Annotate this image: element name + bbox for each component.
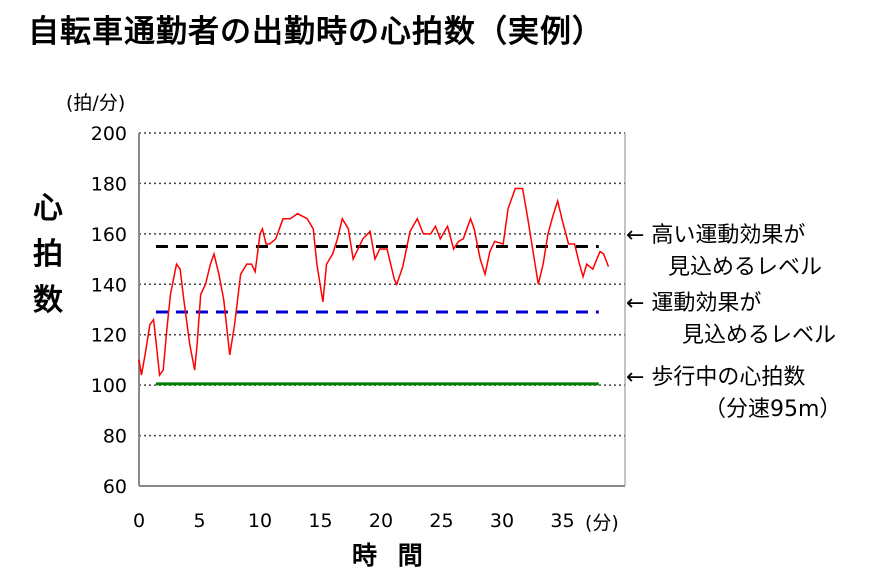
annotation-mid-line1: ← 運動効果が <box>626 291 762 316</box>
annotation-walk-line1: ← 歩行中の心拍数 <box>626 365 806 390</box>
x-tick-label: 15 <box>308 510 332 532</box>
y-unit: (拍/分) <box>66 92 126 114</box>
annotation-high: ← 高い運動効果が見込めるレベル <box>626 220 822 284</box>
x-tick-label: 30 <box>490 510 514 532</box>
x-unit: (分) <box>585 512 619 534</box>
x-tick-label: 0 <box>133 510 145 532</box>
annotation-mid-line2: 見込めるレベル <box>682 323 837 348</box>
y-tick-label: 60 <box>103 476 127 498</box>
chart-title: 自転車通勤者の出勤時の心拍数（実例） <box>28 14 604 50</box>
heart-rate-line <box>138 187 610 378</box>
y-axis-label: 心拍数 <box>33 191 63 318</box>
y-tick-label: 100 <box>91 375 127 397</box>
annotation-walk-line2: （分速95m） <box>704 397 842 422</box>
y-tick-label: 140 <box>91 274 127 296</box>
x-tick-label: 25 <box>429 510 453 532</box>
x-tick-label: 10 <box>248 510 272 532</box>
y-tick-label: 120 <box>91 325 127 347</box>
annotation-walk: ← 歩行中の心拍数 （分速95m） <box>626 362 841 426</box>
x-tick-label: 20 <box>369 510 393 532</box>
x-tick-label: 5 <box>193 510 205 532</box>
x-axis-label: 時 間 <box>352 541 429 570</box>
annotation-mid: ← 運動効果が見込めるレベル <box>626 288 836 352</box>
y-tick-label: 180 <box>91 173 127 195</box>
y-tick-label: 80 <box>103 426 127 448</box>
annotation-high-line2: 見込めるレベル <box>668 255 823 280</box>
y-tick-label: 160 <box>91 224 127 246</box>
annotation-high-line1: ← 高い運動効果が <box>626 223 806 248</box>
y-tick-label: 200 <box>91 123 127 145</box>
x-tick-label: 35 <box>550 510 574 532</box>
